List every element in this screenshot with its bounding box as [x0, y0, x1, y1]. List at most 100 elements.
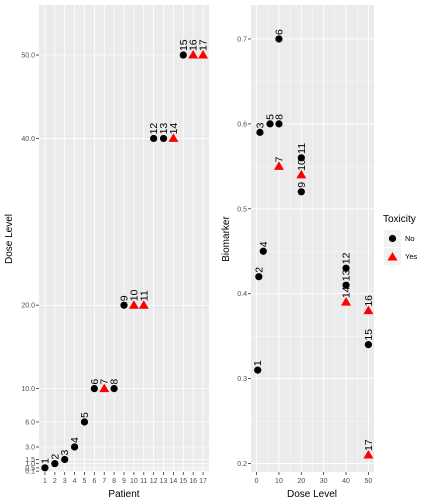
left-x-tick-label: 16 — [189, 478, 197, 485]
left-point-1 — [41, 464, 49, 472]
right-x-tick-label: 0 — [255, 478, 259, 485]
right-point-label-15: 15 — [363, 329, 375, 341]
right-point-label-2: 2 — [253, 267, 265, 273]
left-x-tick-label: 1 — [43, 478, 47, 485]
right-point-11 — [297, 154, 305, 162]
left-point-10 — [128, 300, 139, 309]
right-point-label-6: 6 — [273, 29, 285, 35]
left-x-axis-title: Patient — [108, 489, 139, 500]
left-x-tick-label: 4 — [73, 478, 77, 485]
left-point-4 — [70, 443, 79, 451]
right-point-10 — [296, 169, 307, 179]
right-point-17 — [363, 450, 374, 459]
right-point-label-9: 9 — [296, 182, 308, 188]
legend-label-yes: Yes — [405, 252, 417, 261]
right-point-label-10: 10 — [296, 159, 308, 171]
right-y-tick-label: 0.5 — [237, 206, 247, 213]
right-gridlines — [251, 5, 374, 472]
left-y-tick-label: 3.0 — [25, 444, 35, 451]
right-y-tick-label: 0.2 — [237, 461, 247, 468]
right-point-7 — [273, 161, 284, 170]
left-x-tick-label: 15 — [179, 478, 187, 485]
right-y-tick-label: 0.7 — [237, 36, 247, 43]
left-point-5 — [80, 418, 89, 426]
left-point-label-11: 11 — [138, 290, 150, 301]
left-point-label-8: 8 — [109, 379, 121, 385]
right-point-label-7: 7 — [273, 156, 285, 162]
left-x-tick-label: 7 — [102, 478, 106, 485]
left-x-tick-label: 10 — [130, 478, 138, 485]
left-x-tick-label: 14 — [170, 478, 178, 485]
right-point-label-17: 17 — [363, 439, 375, 451]
left-x-tick-label: 2 — [53, 478, 57, 485]
right-point-8 — [275, 120, 283, 128]
left-x-tick-label: 5 — [83, 478, 87, 485]
left-point-3 — [61, 455, 69, 464]
right-point-label-14: 14 — [341, 286, 353, 298]
legend-title: Toxicity — [383, 214, 416, 225]
right-point-label-16: 16 — [363, 295, 375, 307]
right-x-tick-labels: 0 10 20 30 40 50 — [255, 472, 373, 485]
left-point-label-6: 6 — [89, 379, 101, 385]
right-point-4 — [259, 247, 267, 255]
right-point-1 — [254, 366, 262, 374]
left-point-label-17: 17 — [198, 39, 210, 51]
right-point-5 — [266, 120, 274, 128]
left-gridlines — [39, 5, 209, 472]
right-y-tick-labels: 0.2 0.3 0.4 0.5 0.6 0.7 — [237, 36, 251, 468]
left-x-tick-label: 12 — [150, 478, 158, 485]
right-point-12 — [342, 264, 350, 272]
left-point-11 — [138, 300, 149, 309]
left-point-label-12: 12 — [148, 123, 160, 135]
right-x-tick-label: 30 — [320, 478, 328, 485]
left-y-axis-title: Dose Level — [4, 214, 15, 264]
left-point-label-13: 13 — [158, 123, 170, 135]
left-x-tick-label: 6 — [92, 478, 96, 485]
left-y-tick-label: 50.0 — [21, 53, 35, 60]
right-y-tick-label: 0.4 — [237, 291, 247, 298]
left-x-tick-labels: 1 2 3 4 5 6 7 8 9 10 11 12 13 14 15 16 17 — [43, 472, 207, 485]
left-y-tick-label: 10.0 — [21, 386, 35, 393]
left-point-2 — [51, 460, 59, 468]
left-point-7 — [99, 383, 110, 393]
right-point-label-13: 13 — [341, 269, 353, 281]
right-point-13 — [342, 281, 350, 289]
left-point-17 — [198, 50, 209, 59]
left-point-12 — [150, 134, 158, 143]
left-point-label-9: 9 — [119, 295, 131, 301]
left-point-16 — [188, 50, 199, 59]
right-x-tick-label: 10 — [275, 478, 283, 485]
right-point-label-12: 12 — [341, 252, 353, 264]
left-y-tick-label: 0.5 — [25, 465, 35, 472]
right-y-axis-title: Biomarker — [221, 216, 232, 262]
left-x-tick-label: 3 — [63, 478, 67, 485]
left-x-tick-label: 13 — [160, 478, 168, 485]
left-point-label-14: 14 — [168, 123, 180, 135]
left-y-tick-labels: 0.10.51.01.5 3.0 6.0 10.0 20.0 40.0 50.0 — [21, 53, 39, 476]
right-x-tick-label: 50 — [365, 478, 373, 485]
right-point-label-4: 4 — [258, 241, 270, 247]
left-point-label-3: 3 — [59, 449, 71, 455]
left-point-6 — [90, 385, 98, 393]
left-point-label-1: 1 — [39, 458, 51, 464]
right-x-axis-title: Dose Level — [287, 489, 337, 500]
legend-keys — [387, 234, 398, 261]
left-y-tick-label: 0.1 — [25, 469, 35, 476]
left-y-tick-label: 1.0 — [25, 461, 35, 468]
right-y-tick-label: 0.3 — [237, 376, 247, 383]
left-point-label-2: 2 — [49, 454, 61, 460]
left-x-tick-label: 8 — [112, 478, 116, 485]
left-x-tick-label: 11 — [140, 478, 147, 485]
right-point-16 — [363, 305, 374, 315]
left-point-13 — [159, 134, 168, 143]
left-point-9 — [120, 301, 128, 309]
right-point-3 — [256, 128, 264, 136]
legend: Toxicity No Yes — [383, 214, 417, 265]
left-point-8 — [110, 385, 118, 393]
legend-key-circle-icon — [388, 234, 397, 243]
left-y-tick-label: 20.0 — [21, 303, 35, 310]
